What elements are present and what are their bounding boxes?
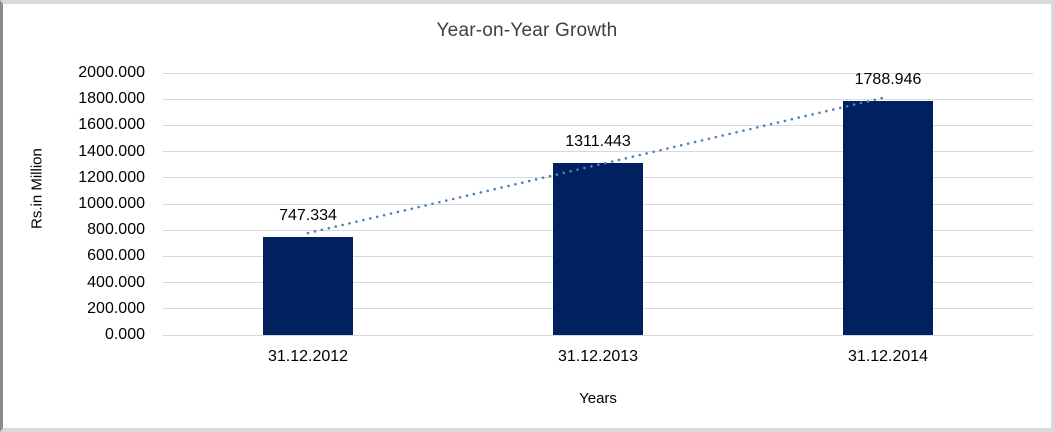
data-label: 1788.946	[854, 70, 922, 88]
plot-area	[163, 72, 1033, 336]
bar	[263, 237, 353, 335]
y-tick-label: 2000.000	[78, 64, 145, 81]
data-label: 747.334	[279, 207, 337, 225]
chart-title: Year-on-Year Growth	[436, 20, 618, 41]
bar	[553, 163, 643, 335]
y-tick-label: 0.000	[104, 326, 145, 343]
gridline	[163, 72, 1033, 74]
y-tick-label: 1200.000	[78, 168, 145, 186]
x-axis-title: Years	[579, 390, 617, 407]
x-tick-label: 31.12.2014	[847, 348, 929, 365]
y-tick-label: 1800.000	[78, 90, 145, 108]
y-tick-label: 600.000	[87, 247, 145, 265]
bar	[843, 100, 933, 335]
gridline	[163, 334, 1033, 336]
data-label: 1311.443	[565, 133, 631, 151]
y-tick-label: 400.000	[87, 273, 145, 291]
gridline	[163, 98, 1033, 100]
y-tick-label: 1600.000	[78, 116, 145, 134]
y-tick-label: 800.000	[87, 221, 145, 239]
x-tick-label: 31.12.2012	[267, 348, 349, 365]
x-tick-label: 31.12.2013	[557, 348, 639, 365]
y-tick-label: 200.000	[87, 299, 145, 317]
y-tick-label: 1000.000	[78, 195, 145, 212]
y-tick-label: 1400.000	[78, 142, 145, 160]
